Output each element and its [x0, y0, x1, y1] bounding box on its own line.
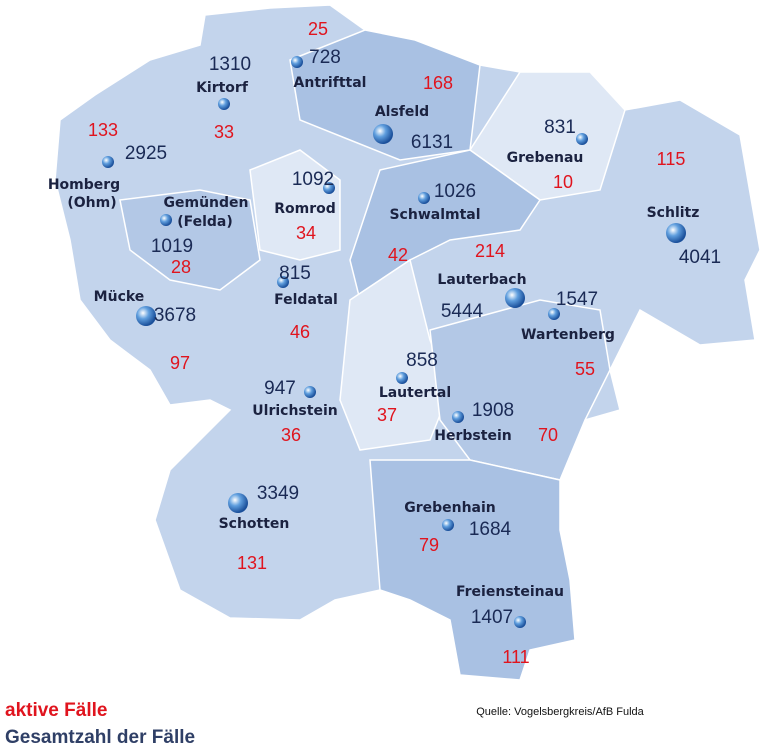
town-name: Gemünden — [164, 195, 249, 211]
town-dot — [291, 56, 303, 68]
town-dot — [452, 411, 464, 423]
district — [429, 299, 611, 481]
town-dot — [442, 519, 454, 531]
district — [349, 149, 542, 302]
active-cases: 42 — [388, 245, 408, 265]
total-cases: 5444 — [441, 301, 484, 322]
active-cases: 97 — [170, 353, 190, 373]
total-cases: 1547 — [556, 289, 598, 310]
town-dot — [373, 124, 393, 144]
town-dot — [323, 182, 335, 194]
total-cases: 815 — [279, 263, 311, 284]
total-cases: 1407 — [471, 607, 513, 628]
town-name: Schwalmtal — [389, 207, 480, 223]
total-cases: 3678 — [154, 305, 196, 326]
town-name: Freiensteinau — [456, 584, 564, 600]
town-name: Antrifttal — [294, 75, 367, 91]
total-cases: 1684 — [469, 519, 512, 540]
active-cases: 111 — [502, 647, 529, 667]
town-dot — [666, 223, 686, 243]
active-cases: 214 — [475, 241, 505, 261]
town-name: Wartenberg — [521, 327, 615, 343]
active-cases: 131 — [237, 553, 267, 573]
total-cases: 947 — [264, 378, 296, 399]
town-dot — [576, 133, 588, 145]
town-name: Schlitz — [647, 205, 700, 221]
town-name: Lauterbach — [437, 272, 526, 288]
town-name: Lautertal — [379, 385, 451, 401]
town-name: (Ohm) — [67, 195, 116, 211]
legend-active: aktive Fälle — [5, 700, 107, 721]
total-cases: 1310 — [209, 54, 251, 75]
total-cases: 2925 — [125, 143, 167, 164]
town-name: Romrod — [274, 201, 336, 217]
town-name: Kirtorf — [196, 80, 249, 96]
town-dot — [160, 214, 172, 226]
town-name: Feldatal — [274, 292, 338, 308]
active-cases: 79 — [419, 535, 439, 555]
source: Quelle: Vogelsbergkreis/AfB Fulda — [476, 706, 644, 718]
active-cases: 10 — [553, 172, 573, 192]
town-name: Homberg — [48, 177, 120, 193]
active-cases: 115 — [657, 149, 686, 169]
active-cases: 33 — [214, 122, 234, 142]
active-cases: 168 — [423, 73, 453, 93]
town-dot — [228, 493, 248, 513]
town-dot — [548, 308, 560, 320]
total-cases: 6131 — [411, 132, 453, 153]
active-cases: 25 — [308, 19, 328, 39]
town-dot — [218, 98, 230, 110]
total-cases: 858 — [406, 350, 438, 371]
active-cases: 133 — [88, 120, 118, 140]
town-dot — [304, 386, 316, 398]
active-cases: 37 — [377, 405, 397, 425]
town-name: Grebenhain — [404, 500, 496, 516]
town-name: (Felda) — [177, 214, 233, 230]
active-cases: 34 — [296, 223, 316, 243]
total-cases: 1908 — [472, 400, 514, 421]
active-cases: 46 — [290, 322, 310, 342]
town-name: Ulrichstein — [252, 403, 337, 419]
town-name: Alsfeld — [375, 104, 429, 120]
town-dot — [514, 616, 526, 628]
district — [249, 149, 341, 261]
town-name: Grebenau — [507, 150, 584, 166]
total-cases: 728 — [309, 47, 341, 68]
active-cases: 28 — [171, 257, 191, 277]
town-dot — [505, 288, 525, 308]
labels: Antrifttal 728 25 Kirtorf 1310 33 Alsfeld 6131 1… — [48, 19, 721, 667]
town-name: Mücke — [94, 289, 145, 305]
district — [369, 459, 576, 681]
total-cases: 4041 — [679, 247, 721, 268]
legend-total: Gesamtzahl der Fälle — [5, 727, 195, 748]
district — [119, 189, 261, 291]
total-cases: 1026 — [434, 181, 476, 202]
total-cases: 3349 — [257, 483, 299, 504]
town-dot — [277, 276, 289, 288]
town-dot — [136, 306, 156, 326]
active-cases: 55 — [575, 359, 595, 379]
districts — [54, 4, 761, 681]
town-dot — [396, 372, 408, 384]
total-cases: 831 — [544, 117, 576, 138]
active-cases: 70 — [538, 425, 558, 445]
town-dot — [418, 192, 430, 204]
town-name: Schotten — [219, 516, 290, 532]
total-cases: 1019 — [151, 236, 193, 257]
town-name: Herbstein — [434, 428, 511, 444]
active-cases: 36 — [281, 425, 301, 445]
total-cases: 1092 — [292, 169, 334, 190]
town-dot — [102, 156, 114, 168]
